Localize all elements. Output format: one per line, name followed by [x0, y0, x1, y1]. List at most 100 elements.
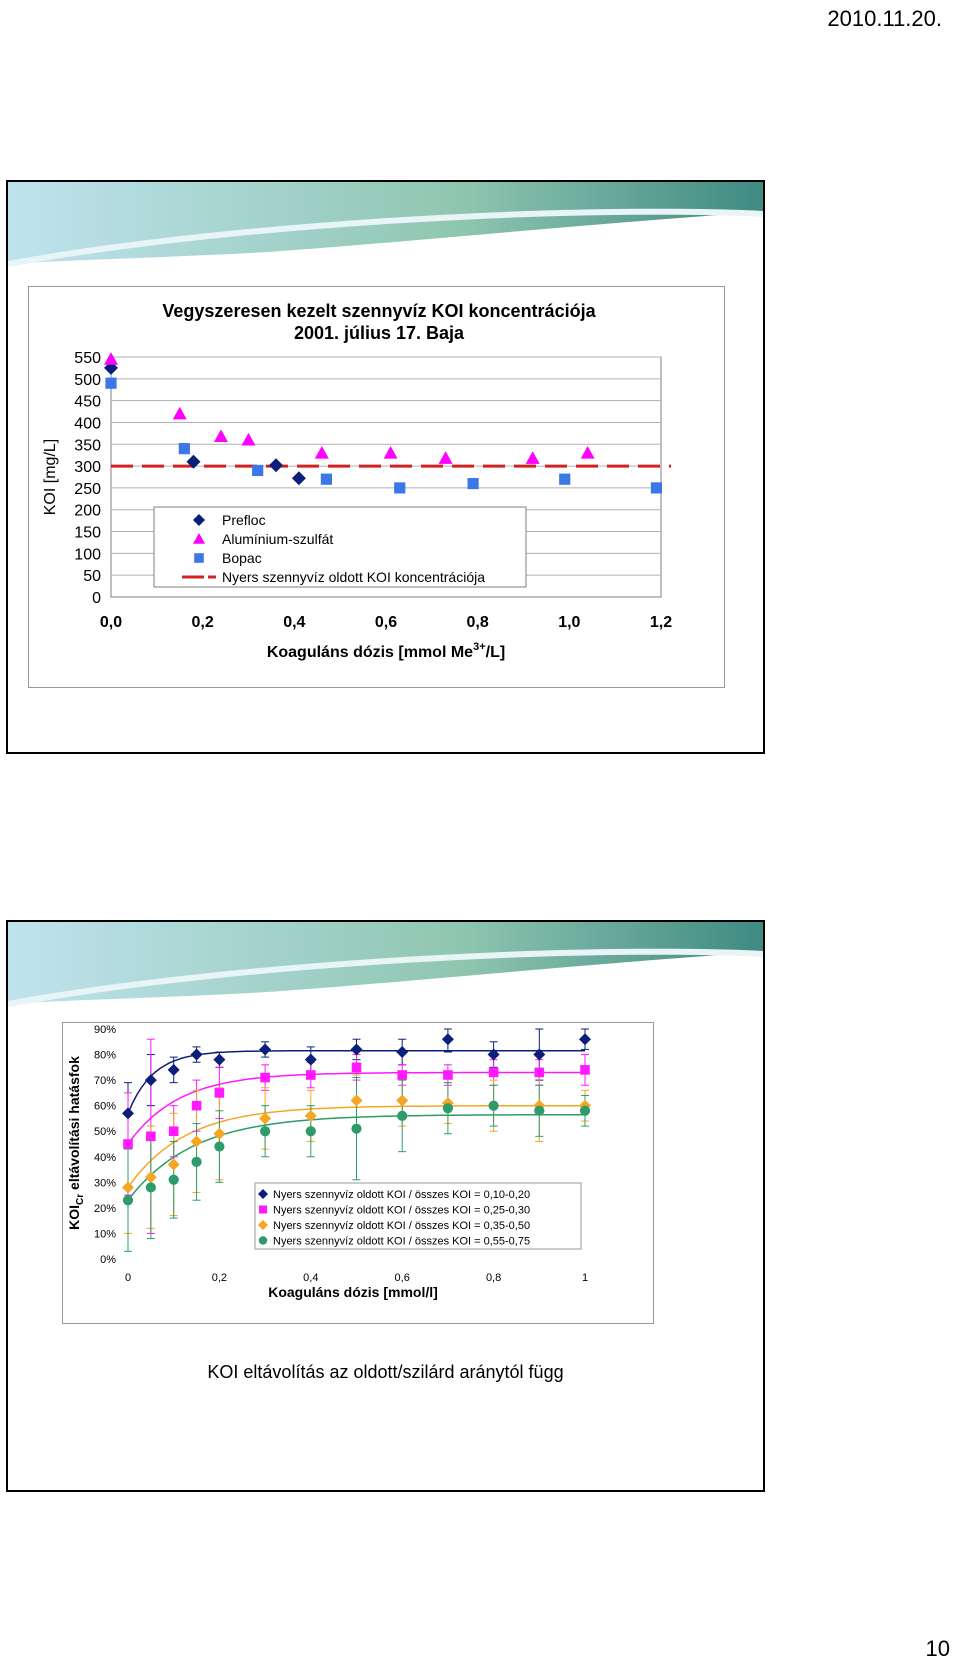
x-tick-label: 0,0	[100, 614, 122, 631]
slide-decoration	[8, 182, 763, 267]
slide-2: 90% 80% 70% 60% 50% 40% 30% 20% 10% 0% 0 0,2 0,4 0,6 0…	[6, 920, 765, 1492]
chart-title: Vegyszeresen kezelt szennyvíz KOI koncen…	[162, 301, 596, 321]
legend-swatch	[193, 533, 205, 544]
x-tick-label: 0,8	[467, 614, 489, 631]
data-point	[167, 1158, 180, 1171]
legend-swatch	[193, 514, 205, 526]
y-tick-label: 90%	[94, 1024, 116, 1036]
y-tick-label: 30%	[94, 1177, 116, 1189]
legend-swatch	[258, 1189, 268, 1199]
header-date: 2010.11.20.	[827, 6, 942, 31]
y-tick-label: 550	[74, 350, 101, 367]
data-point	[438, 451, 453, 464]
y-tick-label: 70%	[94, 1075, 116, 1087]
data-point	[191, 1156, 202, 1167]
data-point	[214, 1141, 225, 1152]
data-point	[533, 1048, 546, 1061]
data-point	[168, 1174, 179, 1185]
y-axis-label: KOICr eltávolítási hatásfok	[66, 1056, 86, 1230]
data-point	[306, 1070, 316, 1080]
x-tick-label: 0,2	[212, 1272, 227, 1284]
y-tick-label: 500	[74, 372, 101, 389]
data-point	[144, 1171, 157, 1184]
data-point	[123, 1139, 133, 1149]
data-point	[320, 473, 333, 485]
data-point	[394, 482, 406, 494]
data-point	[579, 1033, 591, 1046]
chart-1: Vegyszeresen kezelt szennyvíz KOI koncen…	[42, 301, 672, 661]
legend-swatch	[194, 553, 204, 563]
x-tick-label: 1,0	[558, 614, 580, 631]
data-point	[260, 1072, 270, 1083]
y-tick-label: 350	[74, 437, 101, 454]
page-number: 10	[925, 1636, 950, 1661]
data-point	[525, 451, 540, 464]
y-tick-label: 0	[92, 590, 101, 607]
data-point	[269, 458, 283, 473]
y-tick-label: 0%	[100, 1254, 116, 1266]
legend-label: Bopac	[222, 550, 262, 566]
data-point	[487, 1048, 500, 1061]
y-tick-label: 250	[74, 481, 101, 498]
x-tick-label: 0,4	[283, 614, 305, 631]
y-tick-label: 10%	[94, 1228, 116, 1240]
data-point	[580, 446, 595, 459]
data-point	[304, 1109, 317, 1122]
data-point	[214, 1088, 225, 1098]
data-point	[122, 1181, 134, 1194]
x-tick-label: 0	[125, 1272, 131, 1284]
data-point	[488, 1100, 499, 1111]
data-point	[351, 1123, 362, 1134]
legend-label: Nyers szennyvíz oldott KOI koncentrációj…	[222, 569, 485, 585]
chart-1-frame: Vegyszeresen kezelt szennyvíz KOI koncen…	[28, 286, 725, 688]
data-point	[172, 406, 187, 420]
data-point	[167, 1063, 180, 1076]
y-tick-label: 300	[74, 459, 101, 476]
data-point	[186, 454, 201, 469]
legend-label: Nyers szennyvíz oldott KOI / összes KOI …	[273, 1205, 530, 1217]
y-tick-label: 50%	[94, 1126, 116, 1138]
legend-swatch	[258, 1236, 268, 1245]
x-tick-label: 1,2	[650, 614, 672, 631]
x-tick-label: 0,8	[486, 1272, 501, 1284]
y-tick-label: 20%	[94, 1203, 116, 1215]
data-point	[314, 446, 329, 459]
data-point	[191, 1100, 202, 1111]
data-point	[396, 1046, 409, 1058]
data-point	[259, 1043, 272, 1056]
legend-label: Nyers szennyvíz oldott KOI / összes KOI …	[273, 1189, 530, 1201]
data-point	[559, 473, 571, 485]
data-point	[252, 464, 264, 477]
slide-decoration	[8, 922, 763, 1007]
data-point	[122, 1195, 134, 1206]
data-point	[190, 1048, 203, 1061]
legend-label: Prefloc	[222, 512, 266, 528]
data-point	[241, 432, 256, 446]
data-point	[580, 1065, 590, 1075]
legend-swatch	[258, 1220, 268, 1230]
data-point	[105, 377, 117, 389]
x-tick-label: 0,4	[303, 1272, 318, 1284]
data-point	[396, 1094, 409, 1107]
data-point	[397, 1070, 407, 1080]
data-point	[467, 477, 479, 490]
data-point	[650, 482, 663, 494]
data-point	[146, 1131, 156, 1142]
chart-subtitle: 2001. július 17. Baja	[294, 323, 465, 343]
data-point	[190, 1135, 203, 1148]
data-point	[350, 1094, 363, 1107]
y-axis-label: KOI [mg/L]	[42, 439, 59, 515]
data-point	[104, 352, 118, 365]
data-point	[441, 1033, 454, 1046]
data-point	[304, 1053, 317, 1066]
y-tick-label: 400	[74, 415, 101, 432]
y-tick-label: 200	[74, 503, 101, 520]
x-axis-label: Koaguláns dózis [mmol/l]	[268, 1284, 438, 1300]
y-tick-label: 50	[83, 568, 101, 585]
legend	[254, 1182, 582, 1250]
legend-label: Nyers szennyvíz oldott KOI / összes KOI …	[273, 1220, 530, 1232]
y-tick-label: 100	[74, 546, 101, 563]
slide-caption: KOI eltávolítás az oldott/szilárd arányt…	[207, 1362, 564, 1382]
data-point	[291, 471, 306, 486]
legend-swatch	[259, 1205, 267, 1214]
